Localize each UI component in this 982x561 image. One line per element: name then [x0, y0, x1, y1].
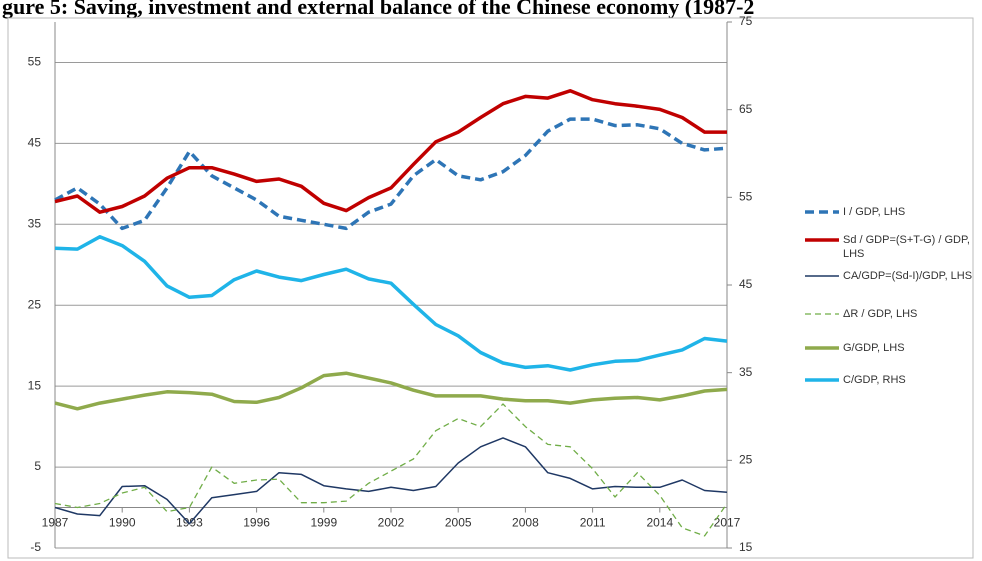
series-line	[54, 117, 728, 231]
legend-label: I / GDP, LHS	[843, 206, 906, 218]
x-tick-label: 2008	[512, 516, 539, 530]
legend-swatch	[805, 378, 839, 382]
legend-item: C/GDP, RHS	[805, 373, 975, 387]
legend-label: Sd / GDP=(S+T-G) / GDP, LHS	[843, 234, 970, 260]
x-tick-label: 1999	[310, 516, 337, 530]
x-tick-label: 2014	[646, 516, 673, 530]
legend-swatch	[805, 346, 839, 350]
x-tick-label: 1987	[42, 516, 69, 530]
x-tick-label: 1996	[243, 516, 270, 530]
legend-swatch	[805, 210, 839, 214]
legend-item: I / GDP, LHS	[805, 205, 975, 219]
y2-tick-label: 25	[739, 453, 753, 467]
x-tick-label: 2002	[378, 516, 405, 530]
chart-title: gure 5: Saving, investment and external …	[2, 0, 755, 19]
y2-tick-label: 15	[739, 540, 753, 554]
y-tick-label: 55	[28, 55, 42, 69]
legend-swatch	[805, 313, 839, 315]
legend-label: C/GDP, RHS	[843, 374, 906, 386]
legend-label: CA/GDP=(Sd-I)/GDP, LHS	[843, 270, 973, 282]
legend-label: ΔR / GDP, LHS	[843, 308, 918, 320]
x-tick-label: 1990	[109, 516, 136, 530]
series-line	[54, 371, 728, 411]
legend-item: ΔR / GDP, LHS	[805, 307, 975, 321]
x-tick-label: 2011	[580, 516, 606, 530]
y-tick-label: 25	[28, 297, 42, 311]
x-tick-label: 2017	[714, 516, 741, 530]
legend-label: G/GDP, LHS	[843, 342, 905, 354]
y-tick-label: 5	[34, 459, 41, 473]
legend-item: CA/GDP=(Sd-I)/GDP, LHS	[805, 269, 975, 283]
series-line	[54, 89, 727, 214]
x-tick-label: 2005	[445, 516, 472, 530]
y2-tick-label: 65	[739, 102, 753, 116]
y-tick-label: 45	[28, 136, 42, 150]
legend-item: G/GDP, LHS	[805, 341, 975, 355]
y-tick-label: 15	[28, 378, 42, 392]
y2-tick-label: 35	[739, 365, 753, 379]
y2-tick-label: 55	[739, 190, 753, 204]
legend-item: Sd / GDP=(S+T-G) / GDP, LHS	[805, 233, 975, 261]
y-tick-label: 35	[28, 216, 42, 230]
series-line	[54, 403, 728, 537]
chart-frame	[7, 17, 974, 559]
series-line	[54, 437, 728, 525]
legend-swatch	[805, 275, 839, 277]
y2-tick-label: 75	[739, 14, 753, 28]
legend-swatch	[805, 238, 839, 242]
series-line	[54, 235, 728, 372]
y2-tick-label: 45	[739, 277, 753, 291]
y-tick-label: -5	[30, 540, 41, 554]
